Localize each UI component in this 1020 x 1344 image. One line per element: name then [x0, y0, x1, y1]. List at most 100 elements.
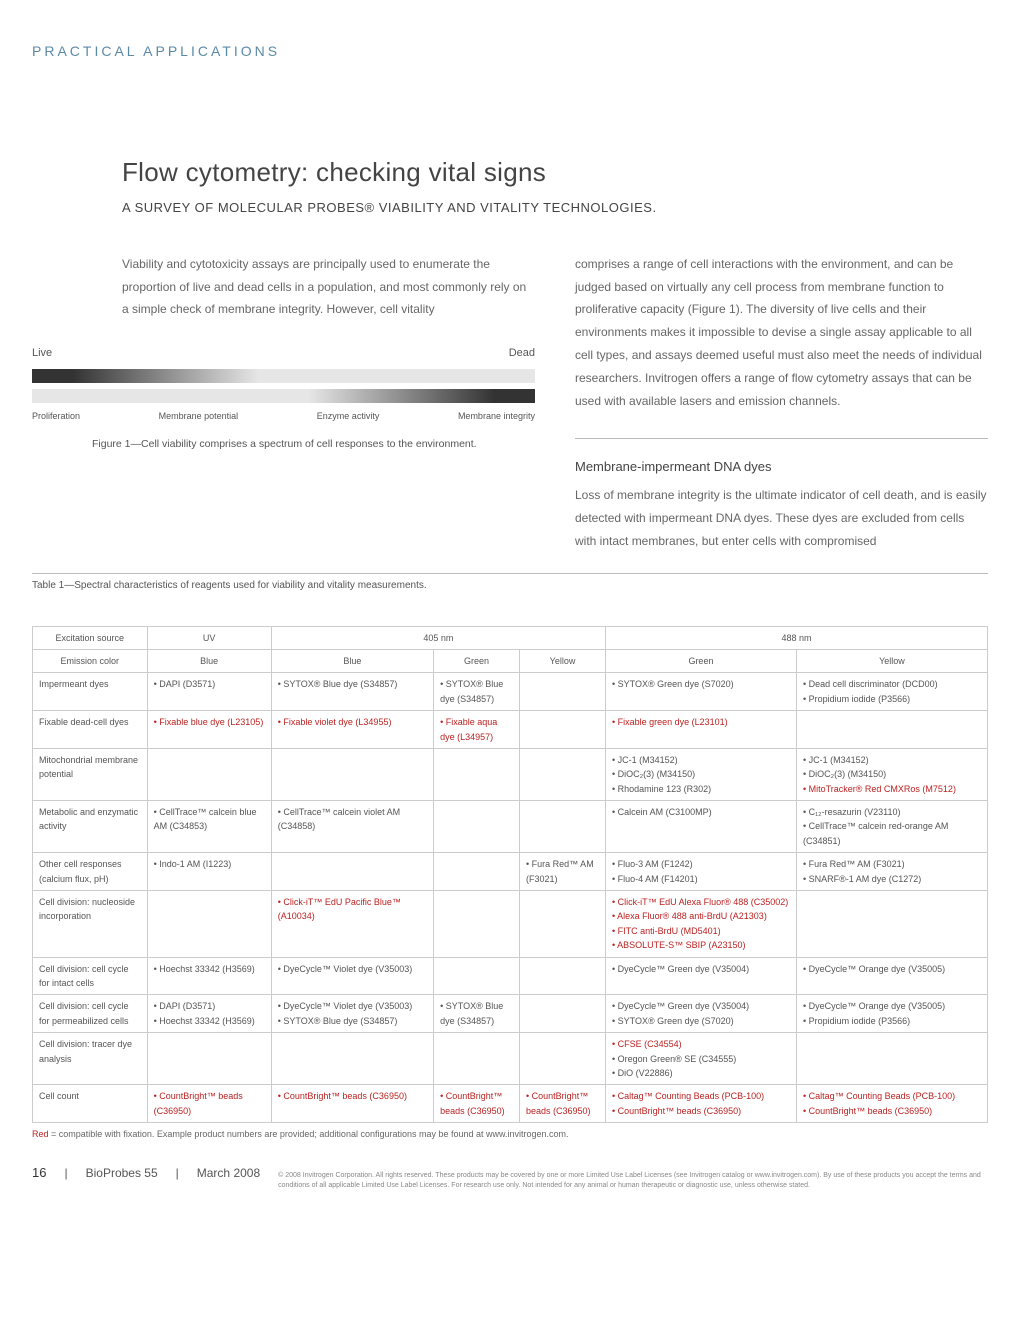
cell: • Hoechst 33342 (H3569) [147, 957, 271, 995]
th-yellow1: Yellow [520, 649, 606, 672]
cell: • Calcein AM (C3100MP) [605, 801, 796, 853]
cell: • Fluo-3 AM (F1242)• Fluo-4 AM (F14201) [605, 853, 796, 891]
cell [271, 1033, 433, 1085]
page-title: Flow cytometry: checking vital signs [122, 152, 988, 194]
page-footer: 16 | BioProbes 55 | March 2008 © 2008 In… [32, 1163, 988, 1189]
figure-1-labels: Live Dead [32, 345, 535, 363]
table-1-body: Impermeant dyes• DAPI (D3571)• SYTOX® Bl… [33, 673, 988, 1123]
row-name: Cell division: nucleoside incorporation [33, 891, 148, 958]
cell: • CellTrace™ calcein violet AM (C34858) [271, 801, 433, 853]
section-heading-membrane: Membrane-impermeant DNA dyes [575, 457, 988, 478]
cell [520, 673, 606, 711]
figure-1: Live Dead Proliferation Membrane potenti… [32, 345, 535, 453]
row-name: Other cell responses (calcium flux, pH) [33, 853, 148, 891]
cell: • Click-iT™ EdU Pacific Blue™ (A10034) [271, 891, 433, 958]
intro-left-paragraph: Viability and cytotoxicity assays are pr… [122, 253, 535, 321]
section-body-membrane: Loss of membrane integrity is the ultima… [575, 484, 988, 552]
row-name: Cell count [33, 1085, 148, 1123]
footer-divider-2: | [176, 1164, 179, 1183]
table-row: Cell division: cell cycle for intact cel… [33, 957, 988, 995]
row-name: Cell division: tracer dye analysis [33, 1033, 148, 1085]
cell [434, 853, 520, 891]
cell: • Caltag™ Counting Beads (PCB-100)• Coun… [605, 1085, 796, 1123]
left-column: Viability and cytotoxicity assays are pr… [122, 253, 535, 553]
cell: • Fixable aqua dye (L34957) [434, 711, 520, 749]
cell: • DyeCycle™ Orange dye (V35005) [796, 957, 987, 995]
divider [575, 438, 988, 439]
table-row: Metabolic and enzymatic activity• CellTr… [33, 801, 988, 853]
cell [520, 801, 606, 853]
cell: • C₁₂-resazurin (V23110)• CellTrace™ cal… [796, 801, 987, 853]
cell: • Fura Red™ AM (F3021) [520, 853, 606, 891]
cell: • CountBright™ beads (C36950) [271, 1085, 433, 1123]
cell: • DyeCycle™ Green dye (V35004)• SYTOX® G… [605, 995, 796, 1033]
cell: • DyeCycle™ Green dye (V35004) [605, 957, 796, 995]
footer-divider-1: | [64, 1164, 67, 1183]
table-1-title: Table 1—Spectral characteristics of reag… [32, 573, 988, 598]
cell: • SYTOX® Blue dye (S34857) [434, 673, 520, 711]
cell [271, 853, 433, 891]
figure-1-caption: Figure 1—Cell viability comprises a spec… [92, 437, 535, 453]
cell: • Fixable violet dye (L34955) [271, 711, 433, 749]
row-name: Cell division: cell cycle for permeabili… [33, 995, 148, 1033]
figure-1-bar-bottom [32, 389, 535, 403]
cell: • Dead cell discriminator (DCD00)• Propi… [796, 673, 987, 711]
cell: • Fixable blue dye (L23105) [147, 711, 271, 749]
table-row: Cell division: nucleoside incorporation •… [33, 891, 988, 958]
cell: • JC-1 (M34152)• DiOC₂(3) (M34150)• Rhod… [605, 748, 796, 800]
publication-date: March 2008 [197, 1164, 260, 1183]
footnote-text: = compatible with fixation. Example prod… [51, 1129, 569, 1139]
row-name: Mitochondrial membrane potential [33, 748, 148, 800]
cell [520, 957, 606, 995]
cell: • DAPI (D3571)• Hoechst 33342 (H3569) [147, 995, 271, 1033]
cell [520, 711, 606, 749]
row-name: Metabolic and enzymatic activity [33, 801, 148, 853]
th-emission: Emission color [33, 649, 148, 672]
cell [796, 891, 987, 958]
row-name: Impermeant dyes [33, 673, 148, 711]
publication-name: BioProbes 55 [86, 1164, 158, 1183]
th-green2: Green [605, 649, 796, 672]
cell: • CFSE (C34554)• Oregon Green® SE (C3455… [605, 1033, 796, 1085]
th-green1: Green [434, 649, 520, 672]
intro-right-paragraph: comprises a range of cell interactions w… [575, 253, 988, 413]
right-column: comprises a range of cell interactions w… [575, 253, 988, 553]
axis-proliferation: Proliferation [32, 409, 80, 423]
th-405nm: 405 nm [271, 626, 605, 649]
axis-membrane-integrity: Membrane integrity [458, 409, 535, 423]
figure-1-live-label: Live [32, 345, 52, 363]
th-uv: UV [147, 626, 271, 649]
cell [434, 891, 520, 958]
table-row: Mitochondrial membrane potential • JC-1 (… [33, 748, 988, 800]
cell [796, 1033, 987, 1085]
table-row: Impermeant dyes• DAPI (D3571)• SYTOX® Bl… [33, 673, 988, 711]
table-1-footnote: Red = compatible with fixation. Example … [32, 1123, 988, 1141]
cell [147, 891, 271, 958]
th-yellow2: Yellow [796, 649, 987, 672]
cell [520, 1033, 606, 1085]
table-row: Cell count• CountBright™ beads (C36950)•… [33, 1085, 988, 1123]
row-name: Fixable dead-cell dyes [33, 711, 148, 749]
legal-text: © 2008 Invitrogen Corporation. All right… [278, 1171, 988, 1189]
cell [434, 748, 520, 800]
cell: • DyeCycle™ Violet dye (V35003)• SYTOX® … [271, 995, 433, 1033]
cell [434, 1033, 520, 1085]
cell [520, 891, 606, 958]
table-row: Emission color Blue Blue Green Yellow Gr… [33, 649, 988, 672]
cell: • DyeCycle™ Violet dye (V35003) [271, 957, 433, 995]
cell: • SYTOX® Blue dye (S34857) [271, 673, 433, 711]
table-row: Cell division: cell cycle for permeabili… [33, 995, 988, 1033]
table-row: Fixable dead-cell dyes• Fixable blue dye… [33, 711, 988, 749]
cell [147, 748, 271, 800]
cell: • Click-iT™ EdU Alexa Fluor® 488 (C35002… [605, 891, 796, 958]
cell: • CellTrace™ calcein blue AM (C34853) [147, 801, 271, 853]
table-1-head: Excitation source UV 405 nm 488 nm Emiss… [33, 626, 988, 673]
cell: • JC-1 (M34152)• DiOC₂(3) (M34150)• Mito… [796, 748, 987, 800]
cell: • CountBright™ beads (C36950) [147, 1085, 271, 1123]
figure-1-axis: Proliferation Membrane potential Enzyme … [32, 409, 535, 423]
cell: • SYTOX® Green dye (S7020) [605, 673, 796, 711]
cell: • Fixable green dye (L23101) [605, 711, 796, 749]
th-blue1: Blue [147, 649, 271, 672]
cell: • DyeCycle™ Orange dye (V35005)• Propidi… [796, 995, 987, 1033]
table-1: Excitation source UV 405 nm 488 nm Emiss… [32, 626, 988, 1124]
